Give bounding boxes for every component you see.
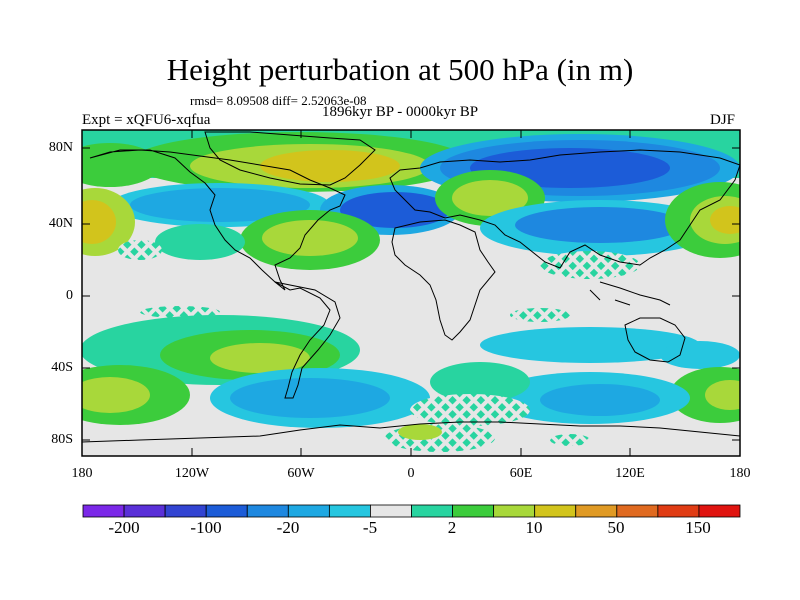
south-america-coast xyxy=(274,281,341,399)
colorbar-swatch xyxy=(246,504,289,518)
lon-label-0: 0 xyxy=(407,466,415,481)
stats-text: rmsd= 8.09508 diff= 2.52063e-08 xyxy=(190,93,367,108)
africa-coast xyxy=(391,219,496,341)
lon-label-120e: 120E xyxy=(615,466,645,481)
season-label: DJF xyxy=(710,112,736,128)
contour-fill xyxy=(230,378,390,418)
colorbar-swatch xyxy=(411,504,453,518)
period-text: 1896kyr BP - 0000kyr BP xyxy=(322,104,479,120)
contour-fill xyxy=(82,143,160,187)
australia-coast xyxy=(624,317,686,363)
indonesia-coast xyxy=(589,281,671,306)
contour-fill xyxy=(82,377,150,413)
contour-fill xyxy=(262,220,358,256)
greenland-coast xyxy=(204,131,376,186)
contour-fill xyxy=(130,188,310,222)
colorbar-swatch xyxy=(82,504,125,518)
colorbar-swatch xyxy=(328,504,371,518)
colorbar-label: -200 xyxy=(108,518,140,537)
colorbar-label: 50 xyxy=(607,518,625,537)
contour-fill xyxy=(340,192,450,228)
colorbar-swatch xyxy=(575,504,618,518)
colorbar-label: 10 xyxy=(525,518,543,537)
contour-fill xyxy=(210,343,310,373)
colorbar-label: 2 xyxy=(447,518,457,537)
colorbar-swatch xyxy=(205,504,248,518)
contour-fill xyxy=(710,206,740,234)
contour-fill xyxy=(118,240,162,260)
colorbar-swatch xyxy=(534,504,577,518)
colorbar-swatch xyxy=(370,504,412,518)
colorbar-swatch xyxy=(698,504,741,518)
lon-label-120w: 120W xyxy=(174,466,210,481)
north-america-coast xyxy=(89,149,346,291)
colorbar-label: -5 xyxy=(362,518,378,537)
colorbar-label: -100 xyxy=(190,518,222,537)
contour-fill xyxy=(155,224,245,260)
colorbar-swatch xyxy=(287,504,330,518)
contour-fill xyxy=(82,200,116,244)
lat-label-80n: 80N xyxy=(48,140,73,155)
colorbar-swatch xyxy=(452,504,495,518)
lon-label-60w: 60W xyxy=(287,466,315,481)
lon-label-180w: 180 xyxy=(71,466,93,481)
contour-fill xyxy=(705,380,740,410)
colorbar-label: 150 xyxy=(685,518,711,537)
lat-ticks xyxy=(82,147,740,441)
coastlines xyxy=(82,131,740,443)
contour-fill xyxy=(480,327,700,363)
contour-fill xyxy=(410,394,530,426)
contour-fill xyxy=(540,384,660,416)
colorbar-swatch xyxy=(164,504,207,518)
colorbar-swatch xyxy=(493,504,536,518)
lon-label-180e: 180 xyxy=(729,466,751,481)
contour-fill xyxy=(140,306,220,318)
contour-fill xyxy=(452,180,528,216)
contour-fill xyxy=(430,362,530,402)
contour-fill xyxy=(660,341,740,369)
contour-fill xyxy=(510,308,570,322)
map-panel xyxy=(82,130,740,456)
colorbar-swatch xyxy=(657,504,700,518)
lat-label-0: 0 xyxy=(66,288,73,303)
colorbar-label: -20 xyxy=(276,518,300,537)
colorbar xyxy=(82,504,741,518)
contour-fill xyxy=(515,207,685,243)
contour-fill xyxy=(540,251,640,279)
contour-fill xyxy=(398,424,442,440)
lon-label-60e: 60E xyxy=(509,466,533,481)
contour-fill xyxy=(260,150,400,182)
eurasia-coast xyxy=(389,149,740,269)
colorbar-swatch xyxy=(123,504,166,518)
colorbar-swatch xyxy=(616,504,659,518)
lat-label-40s: 40S xyxy=(51,360,73,375)
antarctica-coast xyxy=(82,421,740,443)
lat-label-80s: 80S xyxy=(51,432,73,447)
lat-label-40n: 40N xyxy=(48,216,73,231)
plot-title: Height perturbation at 500 hPa (in m) xyxy=(166,52,634,87)
lon-ticks xyxy=(81,130,741,456)
contour-fill xyxy=(550,434,590,446)
experiment-label: Expt = xQFU6-xqfua xyxy=(82,112,211,128)
